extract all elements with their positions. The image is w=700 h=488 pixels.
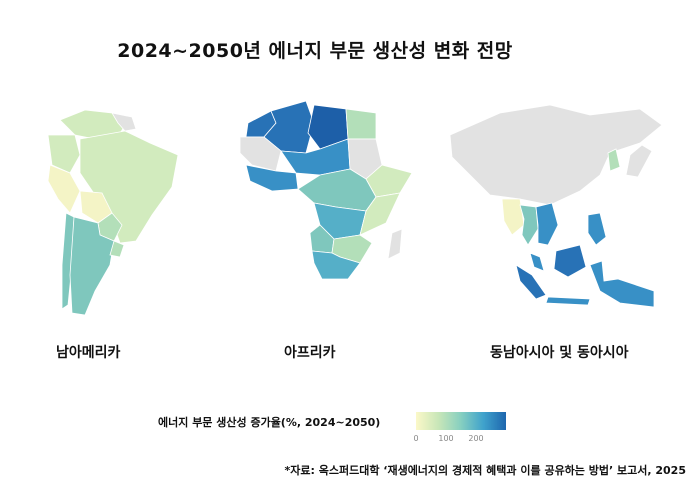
country-malaysia [529,252,545,272]
country-laos-vietnam [535,202,559,246]
country-namibia-sa [311,250,361,280]
country-korea [607,148,621,172]
country-sulawesi-papua [589,260,655,308]
legend-title: 에너지 부문 생산성 증가율(%, 2024~2050) [158,416,381,429]
country-philippines [587,212,607,246]
country-venezuela-region [59,109,126,140]
africa-label: 아프리카 [284,345,336,361]
country-madagascar [387,228,403,260]
country-guianas [111,112,137,132]
country-egypt [345,108,377,140]
country-east-africa [359,192,401,236]
asia-map [440,95,670,315]
country-peru [47,164,81,214]
south-america-map [40,95,190,325]
country-myanmar [501,198,525,236]
country-china-mongolia [449,104,663,206]
country-argentina [69,216,115,316]
africa-map [236,93,426,283]
asia-label: 동남아시아 및 동아시아 [490,345,629,361]
country-colombia [47,134,81,174]
color-legend: 에너지 부문 생산성 증가율(%, 2024~2050) 0 100 200 [158,410,518,450]
legend-tick: 200 [468,434,484,443]
legend-color-bar [416,412,506,430]
country-borneo [553,244,587,278]
legend-tick: 100 [438,434,454,443]
country-japan [625,144,653,178]
country-uruguay [109,240,125,258]
south-america-label: 남아메리카 [56,345,121,361]
legend-tick: 0 [413,434,419,443]
country-sumatra [515,264,547,300]
country-java-islands [545,296,591,306]
page-title: 2024~2050년 에너지 부문 생산성 변화 전망 [117,40,513,62]
country-brazil [79,130,179,244]
legend-ticks: 0 100 200 [413,434,516,446]
source-note: *자료: 옥스퍼드대학 ‘재생에너지의 경제적 혜택과 이를 공유하는 방법’ … [284,464,687,477]
map-panels [0,85,700,325]
